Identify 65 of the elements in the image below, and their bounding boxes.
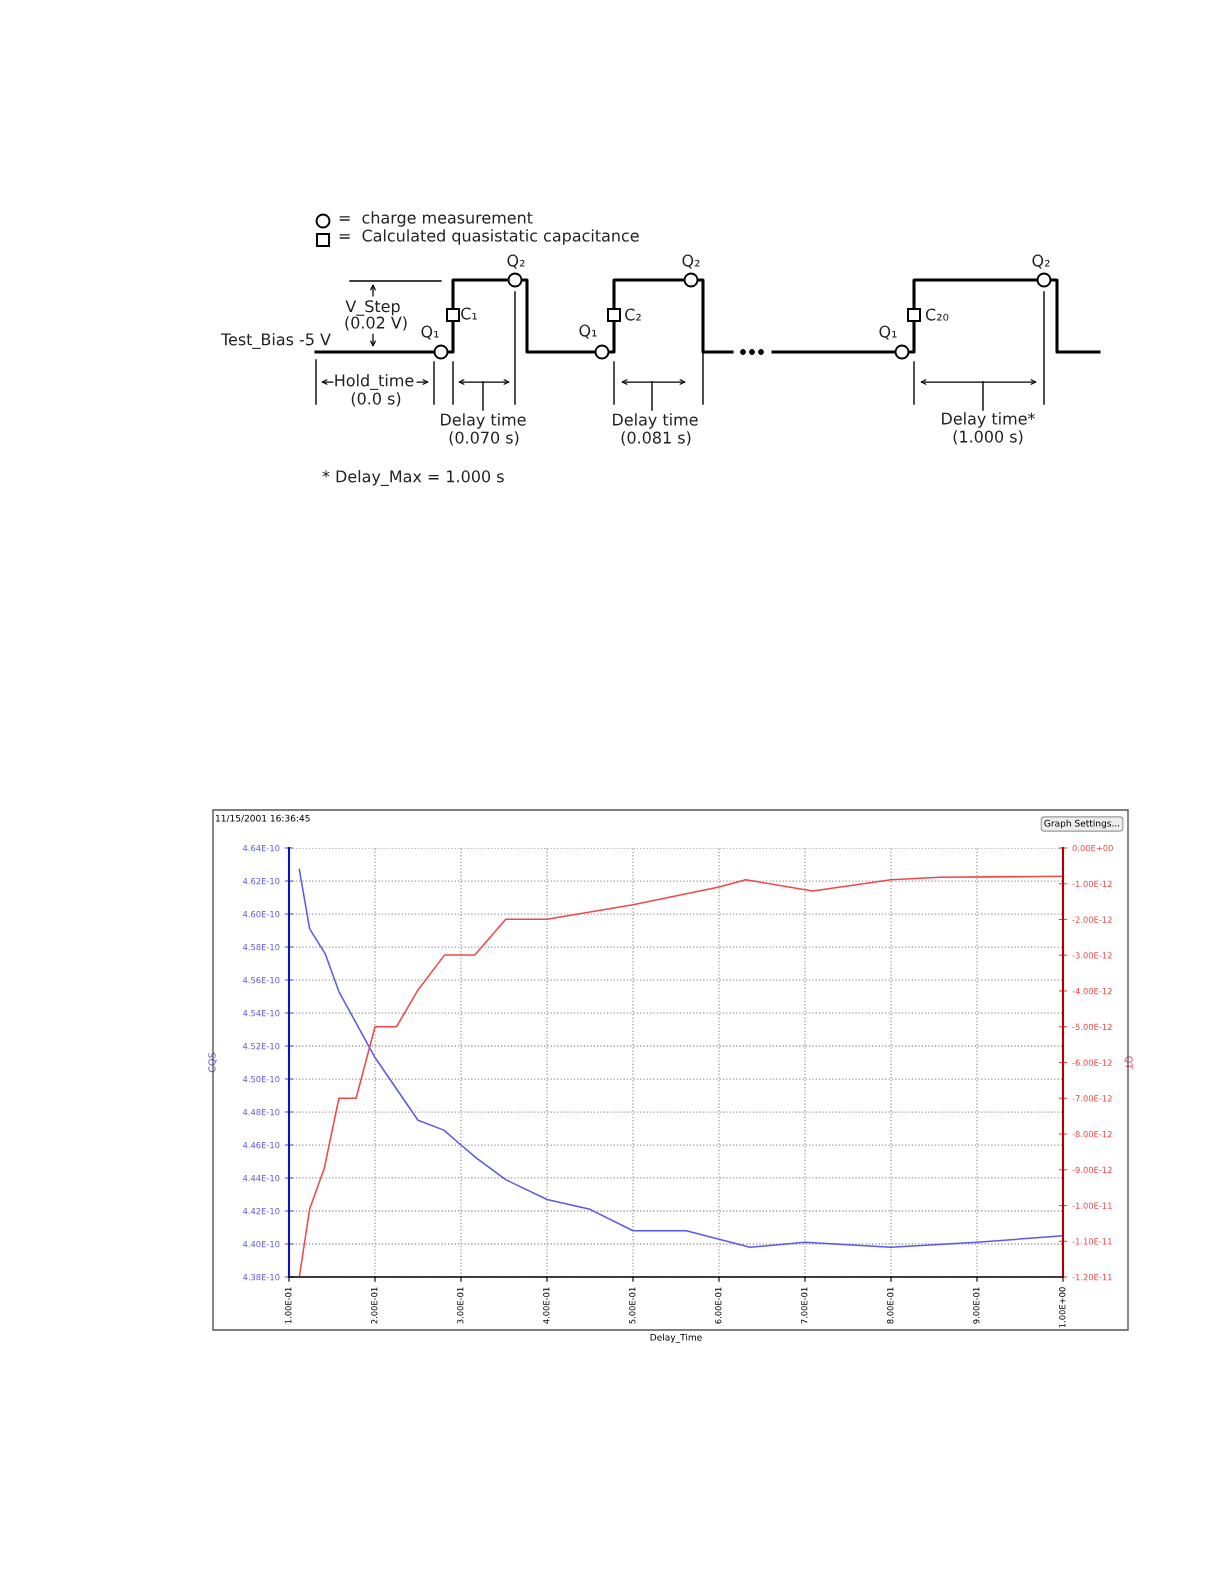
- y-tick-label: 4.48E-10: [242, 1108, 280, 1116]
- text: Test_Bias -5 V: [220, 333, 331, 349]
- x-tick-label: 7.00E-01: [801, 1287, 808, 1324]
- text: Graph Settings...: [1044, 819, 1120, 829]
- x-tick-label: 9.00E-01: [973, 1287, 980, 1324]
- text: = Calculated quasistatic capacitance: [339, 229, 639, 245]
- text: (0.081 s): [621, 431, 691, 446]
- y2-tick-label: -6.00E-12: [1072, 1059, 1112, 1066]
- text: (0.02 V): [345, 316, 407, 331]
- y2-tick-label: -4.00E-12: [1072, 987, 1112, 995]
- y-axis-title: CQS: [208, 1052, 217, 1073]
- y2-tick-label: -1.00E-11: [1072, 1202, 1112, 1209]
- y-tick-label: 4.64E-10: [242, 844, 280, 852]
- y2-tick-label: -8.00E-12: [1072, 1130, 1112, 1138]
- y-tick-label: 4.62E-10: [242, 877, 280, 885]
- y2-tick-label: -1.20E-11: [1072, 1273, 1112, 1281]
- x-tick-label: 4.00E-01: [543, 1287, 550, 1324]
- y-tick-label: 4.54E-10: [242, 1009, 280, 1017]
- text: Q₁: [879, 325, 897, 340]
- text: Q₁: [421, 325, 439, 340]
- text: Q₂: [1032, 254, 1050, 269]
- y-tick-label: 4.50E-10: [242, 1075, 280, 1083]
- y2-tick-label: -5.00E-12: [1072, 1023, 1112, 1031]
- x-tick-label: 6.00E-01: [715, 1287, 722, 1324]
- y2-tick-label: -1.00E-12: [1072, 880, 1112, 888]
- text: = charge measurement: [339, 211, 533, 227]
- text: 11/15/2001 16:36:45: [215, 814, 310, 823]
- y-tick-label: 4.52E-10: [242, 1042, 280, 1050]
- y-tick-label: 4.58E-10: [242, 943, 280, 951]
- text: C₂: [625, 308, 641, 321]
- text: V_Step: [345, 300, 400, 316]
- y2-tick-label: -1.10E-11: [1072, 1238, 1112, 1245]
- text: Delay time: [441, 413, 526, 429]
- x-tick-label: 2.00E-01: [371, 1287, 378, 1324]
- y-tick-label: 4.60E-10: [242, 910, 280, 918]
- x-tick-label: 3.00E-01: [457, 1287, 464, 1324]
- text: C₁: [461, 307, 477, 320]
- text: * Delay_Max = 1.000 s: [322, 470, 504, 486]
- y-tick-label: 4.38E-10: [242, 1273, 280, 1281]
- x-tick-label: 1.00E-01: [285, 1287, 292, 1324]
- text: Q₂: [507, 254, 525, 269]
- text: C₂₀: [925, 308, 949, 321]
- x-tick-label: 1.00E+00: [1059, 1287, 1066, 1328]
- x-tick-label: 5.00E-01: [629, 1287, 636, 1324]
- y-tick-label: 4.42E-10: [242, 1207, 280, 1215]
- text: Q₂: [682, 254, 700, 269]
- text: (0.070 s): [449, 431, 519, 446]
- text: Q₁: [579, 324, 597, 339]
- text: Delay time: [613, 413, 698, 429]
- y-tick-label: 4.40E-10: [242, 1240, 280, 1248]
- y-tick-label: 4.56E-10: [242, 976, 280, 984]
- x-axis-title: Delay_Time: [650, 1333, 702, 1343]
- text: Delay time*: [942, 412, 1035, 428]
- text: (1.000 s): [953, 430, 1023, 445]
- y-tick-label: 4.46E-10: [242, 1141, 280, 1149]
- y2-tick-label: -2.00E-12: [1072, 916, 1112, 923]
- text: (0.0 s): [351, 392, 401, 407]
- y2-axis-title: QT: [1124, 1056, 1133, 1070]
- y2-tick-label: -3.00E-12: [1072, 952, 1112, 959]
- y-tick-label: 4.44E-10: [242, 1174, 280, 1182]
- y2-tick-label: 0.00E+00: [1072, 844, 1113, 852]
- y2-tick-label: -7.00E-12: [1072, 1095, 1112, 1102]
- x-tick-label: 8.00E-01: [887, 1287, 894, 1324]
- y2-tick-label: -9.00E-12: [1072, 1166, 1112, 1174]
- text: Hold_time: [335, 374, 414, 390]
